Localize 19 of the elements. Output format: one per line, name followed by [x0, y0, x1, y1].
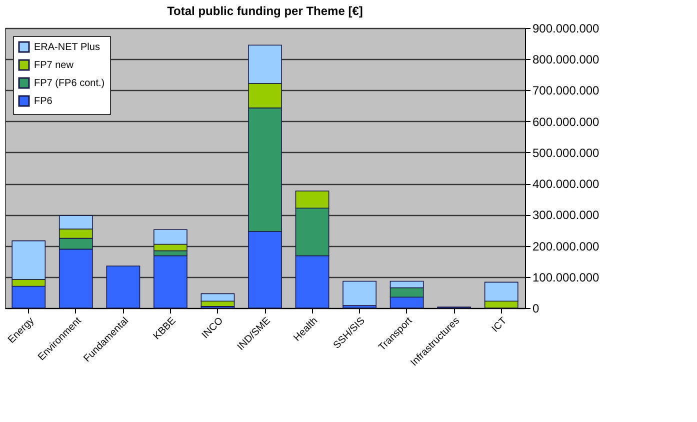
legend-label: ERA-NET Plus	[34, 42, 100, 53]
y-tick-label: 500.000.000	[532, 146, 600, 160]
y-tick-label: 0	[532, 302, 540, 316]
y-tick-label: 400.000.000	[532, 177, 600, 192]
chart-title: Total public funding per Theme [€]	[167, 4, 363, 18]
y-tick-label: 900.000.000	[532, 22, 600, 36]
y-tick-label: 700.000.000	[532, 84, 600, 98]
bar	[106, 266, 140, 308]
bar	[154, 255, 188, 308]
y-tick-label: 200.000.000	[532, 239, 600, 254]
x-tick-label: ICT	[490, 316, 510, 335]
y-tick-label: 300.000.000	[532, 208, 600, 222]
y-tick-label: 600.000.000	[532, 114, 600, 129]
y-tick-label: 800.000.000	[532, 52, 600, 67]
y-tick-label: 100.000.000	[532, 270, 600, 284]
legend-label: FP6	[34, 96, 53, 107]
legend-label: FP7 new	[34, 60, 74, 71]
legend-label: FP7 (FP6 cont.)	[34, 78, 105, 89]
bar	[342, 280, 376, 306]
